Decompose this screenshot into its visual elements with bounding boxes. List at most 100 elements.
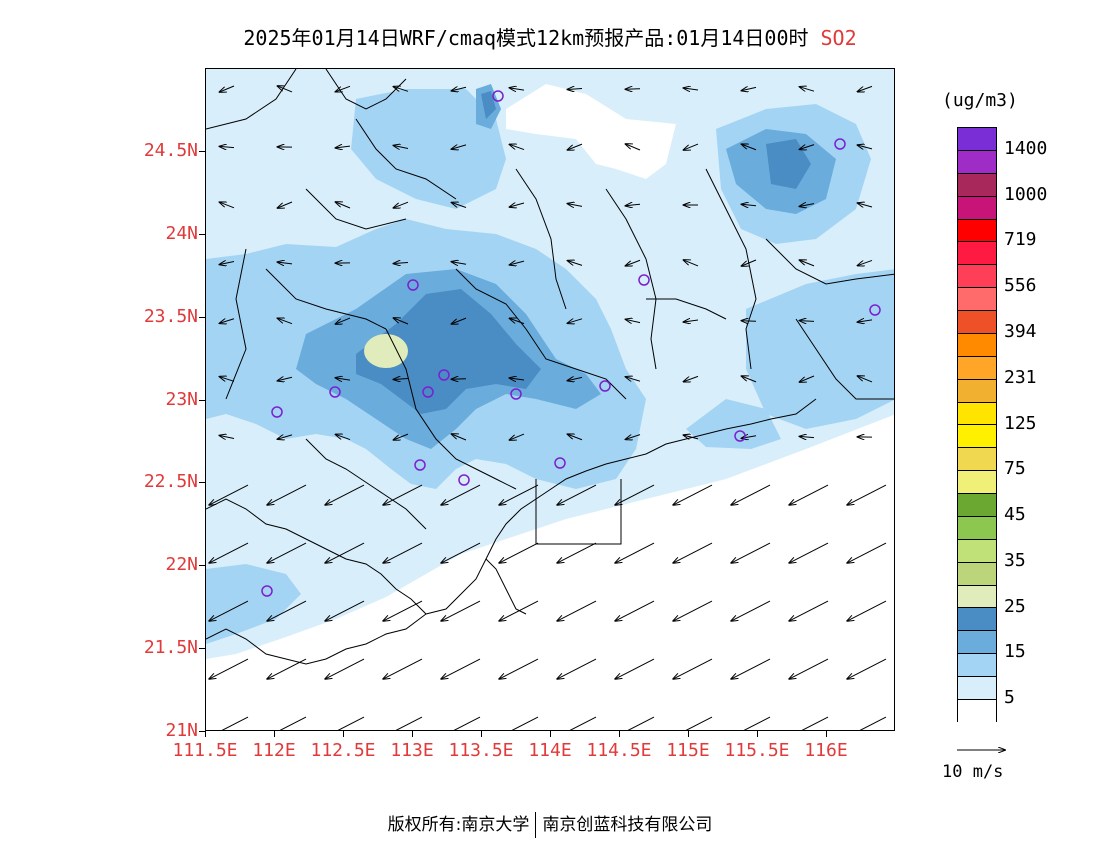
wind-arrow xyxy=(568,143,583,150)
monitoring-station-marker xyxy=(414,459,426,471)
wind-arrow xyxy=(220,377,235,382)
monitoring-station-marker xyxy=(438,369,450,381)
boundary-line xyxy=(605,188,657,370)
lon-tick-label: 112E xyxy=(252,740,296,761)
legend-swatch xyxy=(958,494,996,517)
wind-arrow xyxy=(858,85,873,91)
wind-arrow xyxy=(789,484,829,505)
legend-label: 5 xyxy=(1004,687,1015,709)
wind-arrow xyxy=(336,146,351,148)
copyright-left: 版权所有:南京大学 xyxy=(387,815,530,835)
wind-arrow xyxy=(684,435,699,439)
lat-tick-label: 22N xyxy=(165,554,198,576)
wind-arrow xyxy=(615,600,655,621)
wind-arrow xyxy=(557,600,597,621)
wind-arrow xyxy=(267,658,307,679)
wind-arrow xyxy=(220,435,235,438)
legend-label: 1000 xyxy=(1004,183,1048,205)
wind-arrow xyxy=(568,204,583,207)
wind-arrow xyxy=(441,658,481,679)
lon-tick xyxy=(412,731,413,737)
color-legend xyxy=(957,127,997,723)
monitoring-station-marker xyxy=(510,388,522,400)
wind-arrow xyxy=(789,600,829,621)
boundary-line xyxy=(455,268,627,400)
boundary-line xyxy=(515,168,567,310)
wind-arrow xyxy=(800,436,815,437)
wind-arrow xyxy=(278,435,293,439)
wind-arrow xyxy=(510,144,525,151)
legend-swatch xyxy=(958,402,996,426)
forecast-map xyxy=(205,68,895,731)
legend-swatch xyxy=(958,196,996,220)
boundary-line xyxy=(705,168,757,370)
wind-arrow xyxy=(209,484,249,505)
wind-arrow xyxy=(336,317,351,324)
wind-arrow xyxy=(800,204,815,207)
wind-arrow xyxy=(278,262,293,264)
wind-arrow xyxy=(499,542,539,563)
wind-arrow xyxy=(336,202,351,209)
legend-swatch xyxy=(958,585,996,609)
lat-tick xyxy=(199,731,205,732)
wind-arrow xyxy=(626,204,641,205)
lon-tick xyxy=(757,731,758,737)
boundary-line xyxy=(685,398,817,440)
wind-arrow xyxy=(626,377,641,381)
lat-tick-label: 21N xyxy=(165,720,198,741)
legend-label: 15 xyxy=(1004,641,1026,663)
wind-arrow xyxy=(627,716,655,730)
wind-arrow xyxy=(800,144,815,150)
boundary-line xyxy=(206,69,297,130)
lat-tick-label: 22.5N xyxy=(143,471,198,493)
wind-arrow xyxy=(742,376,757,383)
copyright-footer: 版权所有:南京大学 南京创蓝科技有限公司 xyxy=(0,810,1100,838)
wind-arrow xyxy=(394,379,409,380)
so2-level-45-hotspot xyxy=(364,334,408,368)
lat-tick-label: 21.5N xyxy=(143,637,198,659)
wind-arrow xyxy=(673,542,713,563)
monitoring-station-marker xyxy=(492,90,504,102)
wind-arrow xyxy=(673,658,713,679)
wind-arrow xyxy=(847,658,887,679)
boundary-line xyxy=(795,318,894,400)
wind-arrow xyxy=(394,201,409,208)
wind-arrow xyxy=(510,378,525,380)
title-text: 2025年01月14日WRF/cmaq模式12km预报产品:01月14日00时 xyxy=(243,26,809,50)
lon-tick-label: 112.5E xyxy=(310,740,376,761)
wind-arrow xyxy=(209,658,249,679)
legend-swatch xyxy=(958,425,996,449)
wind-arrow xyxy=(789,658,829,679)
wind-arrow xyxy=(499,658,539,679)
reference-wind-arrow xyxy=(957,740,1015,760)
wind-arrow xyxy=(220,146,235,147)
legend-swatch xyxy=(958,356,996,380)
boundary-line xyxy=(485,558,527,615)
monitoring-station-marker xyxy=(734,430,746,442)
legend-label: 25 xyxy=(1004,595,1026,617)
legend-swatch xyxy=(958,265,996,289)
legend-label: 45 xyxy=(1004,504,1026,526)
legend-swatch xyxy=(958,311,996,334)
wind-arrow xyxy=(615,484,655,505)
lat-tick-label: 24.5N xyxy=(143,139,198,161)
lon-tick xyxy=(343,731,344,737)
so2-level-35-core xyxy=(356,289,541,414)
copyright-right: 南京创蓝科技有限公司 xyxy=(542,815,713,835)
wind-arrow xyxy=(325,600,365,621)
legend-swatch xyxy=(958,608,996,632)
lon-tick-label: 115E xyxy=(666,740,710,761)
wind-arrow xyxy=(499,600,539,621)
wind-arrow xyxy=(510,261,525,265)
wind-arrow xyxy=(278,377,293,381)
concentration-field xyxy=(206,69,894,730)
reference-wind-label: 10 m/s xyxy=(942,762,1004,782)
wind-arrow xyxy=(684,320,699,322)
wind-arrow xyxy=(441,484,481,505)
legend-label: 125 xyxy=(1004,412,1037,434)
lon-tick xyxy=(481,731,482,737)
monitoring-station-marker xyxy=(638,274,650,286)
wind-arrow xyxy=(278,86,293,93)
legend-swatch xyxy=(958,699,996,723)
wind-arrow xyxy=(568,434,583,441)
